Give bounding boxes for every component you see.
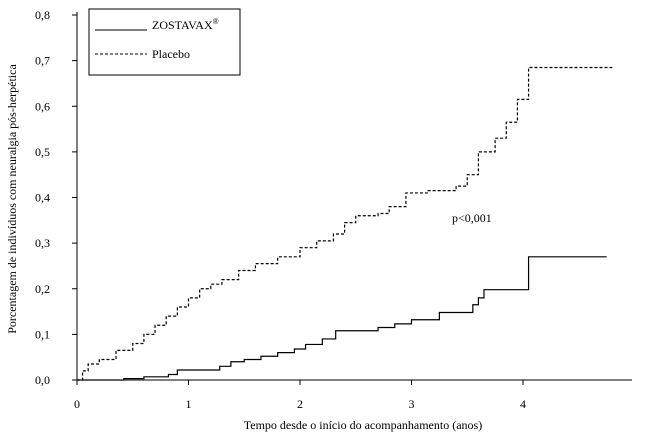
y-tick-label: 0,6 bbox=[35, 99, 50, 113]
legend: ZOSTAVAX® Placebo bbox=[88, 8, 241, 76]
y-tick-label: 0,7 bbox=[35, 54, 50, 68]
x-tick-label: 4 bbox=[520, 397, 526, 411]
x-tick-label: 2 bbox=[297, 397, 303, 411]
y-tick-label: 0,8 bbox=[35, 8, 50, 22]
legend-label-zostavax-name: ZOSTAVAX bbox=[152, 18, 213, 32]
y-tick-label: 0,3 bbox=[35, 236, 50, 250]
p-value-annotation: p<0,001 bbox=[452, 211, 492, 225]
legend-label-zostavax: ZOSTAVAX® bbox=[152, 17, 219, 32]
legend-box bbox=[88, 8, 241, 76]
series-layer bbox=[77, 66, 613, 381]
y-axis-title: Porcentagem de indivíduos com neuralgia … bbox=[5, 64, 19, 334]
axes bbox=[76, 12, 632, 381]
ticks: 0,0 0,1 0,2 0,3 0,4 0,5 0,6 0,7 0,8 0 1 2 3 4 bbox=[35, 8, 526, 411]
x-axis-title: Tempo desde o início do acompanhamento (… bbox=[244, 418, 482, 432]
y-tick-label: 0,2 bbox=[35, 282, 50, 296]
legend-label-placebo: Placebo bbox=[152, 47, 190, 61]
y-tick-label: 0,4 bbox=[35, 191, 50, 205]
legend-label-zostavax-sup: ® bbox=[213, 17, 219, 26]
y-tick-label: 0,1 bbox=[35, 327, 50, 341]
x-tick-label: 3 bbox=[409, 397, 415, 411]
series-line-zostavax bbox=[77, 256, 607, 381]
y-tick-label: 0,0 bbox=[35, 373, 50, 387]
series-line-placebo bbox=[77, 66, 613, 381]
y-tick-label: 0,5 bbox=[35, 145, 50, 159]
x-tick-label: 1 bbox=[186, 397, 192, 411]
x-tick-label: 0 bbox=[74, 397, 80, 411]
